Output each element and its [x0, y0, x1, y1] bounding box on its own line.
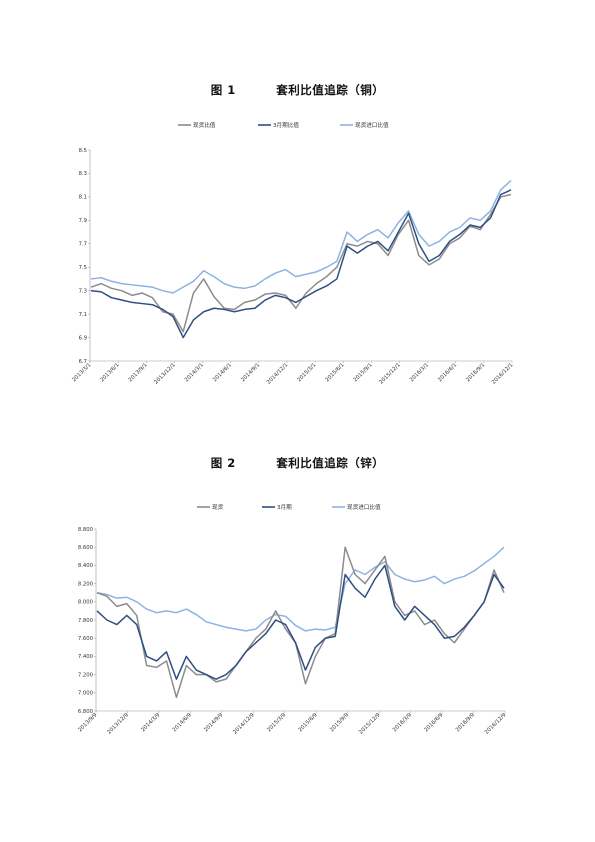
- figure-2-label: 图 2: [210, 456, 236, 470]
- y-tick-label: 7.9: [79, 218, 87, 224]
- x-tick-label: 2013/12/9: [106, 712, 129, 735]
- y-tick-label: 6.7: [79, 359, 87, 365]
- figure-2-title-text: 套利比值追踪（锌）: [276, 456, 385, 470]
- legend-entry: 3月期: [277, 504, 292, 511]
- y-tick-label: 8.800: [78, 527, 94, 533]
- y-tick-label: 7.3: [79, 288, 87, 294]
- x-tick-label: 2013/9/9: [77, 712, 98, 733]
- y-tick-label: 8.5: [79, 148, 87, 154]
- y-tick-label: 8.400: [78, 563, 94, 569]
- x-tick-label: 2015/6/9: [298, 712, 319, 733]
- legend-entry: 现货进口比值: [355, 121, 389, 129]
- y-tick-label: 6.800: [78, 709, 94, 715]
- y-tick-label: 7.600: [78, 636, 94, 642]
- x-tick-label: 2016/3/9: [392, 712, 413, 733]
- y-tick-label: 8.3: [79, 171, 87, 177]
- x-tick-label: 2014/6/9: [172, 712, 193, 733]
- y-tick-label: 7.400: [78, 654, 94, 660]
- y-tick-label: 8.600: [78, 545, 94, 551]
- legend-entry: 3月期比值: [273, 121, 299, 129]
- y-tick-label: 7.200: [78, 672, 94, 678]
- figure-1-title-text: 套利比值追踪（铜）: [276, 83, 385, 97]
- series-line-1: [96, 564, 505, 680]
- x-tick-label: 2015/12/9: [358, 712, 381, 735]
- x-tick-label: 2015/3/9: [266, 712, 287, 733]
- y-tick-label: 7.000: [78, 691, 94, 697]
- x-tick-label: 2016/9/9: [455, 712, 476, 733]
- x-tick-label: 2014/12/9: [232, 712, 255, 735]
- y-tick-label: 8.1: [79, 195, 87, 201]
- x-tick-label: 2016/12/9: [484, 712, 507, 735]
- legend-entry: 现货进口比值: [347, 503, 381, 511]
- figure-1-title: 图 1 套利比值追踪（铜）: [0, 82, 595, 98]
- y-tick-label: 8.200: [78, 581, 94, 587]
- x-tick-label: 2014/3/9: [140, 712, 161, 733]
- x-tick-label: 2014/9/9: [203, 712, 224, 733]
- series-line-1: [90, 189, 512, 339]
- x-tick-label: 2015/9/9: [329, 712, 350, 733]
- figure-2-title: 图 2 套利比值追踪（锌）: [0, 455, 595, 471]
- series-line-2: [90, 179, 512, 294]
- y-tick-label: 8.000: [78, 600, 94, 606]
- series-line-2: [96, 546, 505, 632]
- y-tick-label: 6.9: [79, 335, 87, 341]
- figure-1-label: 图 1: [210, 83, 236, 97]
- legend-entry: 现货比值: [193, 121, 216, 129]
- y-tick-label: 7.800: [78, 618, 94, 624]
- y-tick-label: 7.7: [79, 242, 87, 248]
- legend-entry: 现货: [212, 503, 224, 511]
- y-tick-label: 7.5: [79, 265, 87, 271]
- series-line-0: [96, 546, 505, 699]
- y-tick-label: 7.1: [79, 312, 87, 318]
- x-tick-label: 2016/6/9: [423, 712, 444, 733]
